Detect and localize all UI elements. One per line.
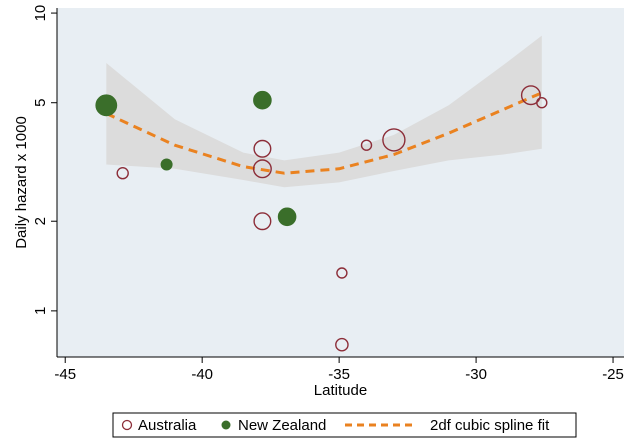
legend-label-australia: Australia xyxy=(138,417,197,434)
australia-point xyxy=(520,85,541,106)
y-axis-title: Daily hazard x 1000 xyxy=(13,116,30,249)
x-tick-label: -40 xyxy=(191,366,213,383)
y-tick-label: 5 xyxy=(32,99,49,107)
x-tick-label: -30 xyxy=(465,366,487,383)
spline-fit-line xyxy=(105,91,543,175)
y-tick-label: 2 xyxy=(32,217,49,225)
x-tick-label: -25 xyxy=(602,366,624,383)
y-tick-label: 1 xyxy=(32,307,49,315)
australia-point xyxy=(382,128,406,152)
confidence-band-layer xyxy=(106,35,542,188)
australia-point xyxy=(360,139,373,151)
y-tick-label: 10 xyxy=(32,5,49,22)
new-zealand-point xyxy=(95,94,118,117)
y-ticks: 1 2 5 10 xyxy=(32,5,57,315)
australia-point xyxy=(536,96,548,109)
new-zealand-point xyxy=(160,158,173,171)
legend-label-spline: 2df cubic spline fit xyxy=(430,417,550,434)
x-tick-label: -35 xyxy=(328,366,350,383)
australia-point xyxy=(335,337,349,352)
x-tick-label: -45 xyxy=(54,366,76,383)
x-ticks: -45 -40 -35 -30 -25 xyxy=(54,357,624,383)
australia-point xyxy=(253,212,272,231)
australia-point xyxy=(336,267,348,279)
points-layer xyxy=(95,85,548,352)
new-zealand-point xyxy=(277,207,297,227)
legend-box xyxy=(112,412,577,438)
legend: Australia New Zealand 2df cubic spline f… xyxy=(112,412,577,438)
australia-point xyxy=(116,166,129,180)
spline-layer xyxy=(105,91,543,175)
new-zealand-point xyxy=(253,90,272,110)
legend-label-new-zealand: New Zealand xyxy=(238,417,326,434)
confidence-band xyxy=(106,35,542,188)
x-axis-title: Latitude xyxy=(314,382,367,399)
australia-point xyxy=(252,159,272,179)
legend-marker-australia xyxy=(121,419,133,431)
axes: -45 -40 -35 -30 -25 1 2 5 10 xyxy=(32,5,624,383)
legend-marker-new-zealand xyxy=(221,420,231,430)
australia-point xyxy=(253,139,272,158)
